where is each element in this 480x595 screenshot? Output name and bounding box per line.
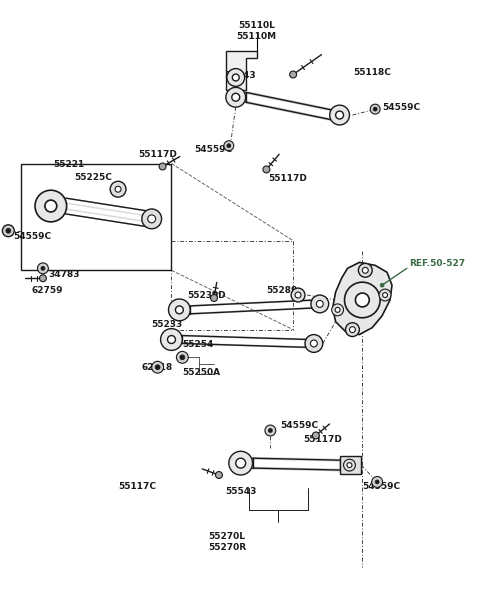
Circle shape: [359, 264, 372, 277]
Circle shape: [372, 477, 383, 487]
Text: 34783: 34783: [49, 270, 80, 279]
Circle shape: [263, 166, 270, 173]
Circle shape: [39, 275, 47, 281]
Circle shape: [216, 472, 222, 478]
Circle shape: [370, 104, 380, 114]
Text: 55221: 55221: [53, 159, 84, 168]
Circle shape: [236, 458, 246, 468]
Text: 55233: 55233: [152, 320, 183, 329]
Text: 55289: 55289: [266, 286, 298, 295]
Circle shape: [311, 340, 317, 347]
Circle shape: [232, 93, 240, 101]
Circle shape: [330, 105, 349, 125]
Circle shape: [159, 163, 166, 170]
Circle shape: [229, 451, 252, 475]
Circle shape: [224, 141, 234, 151]
Text: 55117D: 55117D: [138, 150, 177, 159]
Circle shape: [346, 322, 360, 337]
Circle shape: [115, 186, 121, 192]
Circle shape: [332, 304, 344, 316]
Circle shape: [180, 355, 185, 360]
Circle shape: [349, 327, 355, 333]
Circle shape: [35, 190, 67, 222]
Circle shape: [344, 459, 355, 471]
Circle shape: [6, 228, 11, 233]
Circle shape: [168, 336, 175, 343]
Text: 55250A: 55250A: [182, 368, 220, 377]
Text: 55230D: 55230D: [187, 290, 226, 299]
Text: 54443: 54443: [224, 71, 255, 80]
Circle shape: [148, 215, 156, 223]
Text: 55117D: 55117D: [303, 435, 342, 444]
Circle shape: [265, 425, 276, 436]
Circle shape: [336, 111, 344, 119]
Circle shape: [379, 289, 391, 301]
Circle shape: [335, 308, 340, 312]
Circle shape: [110, 181, 126, 197]
Circle shape: [380, 283, 384, 287]
Circle shape: [383, 293, 387, 298]
Polygon shape: [226, 51, 256, 90]
Circle shape: [316, 300, 323, 308]
Text: 55254: 55254: [182, 340, 214, 349]
Circle shape: [291, 288, 305, 302]
Text: REF.50-527: REF.50-527: [409, 259, 465, 268]
Circle shape: [45, 200, 57, 212]
Circle shape: [227, 68, 245, 86]
Circle shape: [268, 428, 272, 433]
Text: 55117D: 55117D: [268, 174, 307, 183]
Text: 55225C: 55225C: [74, 173, 112, 182]
Text: 62759: 62759: [31, 286, 62, 295]
Circle shape: [289, 71, 297, 78]
Circle shape: [2, 225, 14, 237]
Circle shape: [295, 292, 301, 298]
Circle shape: [226, 87, 246, 107]
Polygon shape: [333, 262, 392, 334]
Text: 55110L
55110M: 55110L 55110M: [237, 21, 276, 40]
Text: 55543: 55543: [225, 487, 256, 496]
Circle shape: [373, 107, 377, 111]
Text: 54559C: 54559C: [13, 232, 51, 241]
Circle shape: [211, 295, 217, 302]
Bar: [21, 164, 171, 270]
Circle shape: [177, 352, 188, 364]
Text: 55117C: 55117C: [118, 483, 156, 491]
Circle shape: [305, 334, 323, 352]
Circle shape: [347, 463, 352, 468]
Text: 62618: 62618: [142, 363, 173, 372]
Circle shape: [311, 295, 329, 313]
Circle shape: [375, 480, 379, 484]
Circle shape: [312, 432, 319, 439]
Circle shape: [142, 209, 162, 228]
Circle shape: [355, 293, 369, 307]
Text: 54559C: 54559C: [362, 483, 400, 491]
Circle shape: [152, 361, 164, 373]
Bar: [339, 456, 361, 474]
Circle shape: [362, 267, 368, 273]
Circle shape: [41, 267, 45, 270]
Text: 55118C: 55118C: [353, 68, 391, 77]
Circle shape: [232, 74, 239, 81]
Text: 55270L
55270R: 55270L 55270R: [208, 533, 246, 552]
Text: 54559C: 54559C: [194, 145, 232, 154]
Circle shape: [175, 306, 183, 314]
Circle shape: [345, 282, 380, 318]
Circle shape: [37, 263, 48, 274]
Circle shape: [161, 328, 182, 350]
Circle shape: [227, 144, 231, 148]
Text: 54559C: 54559C: [280, 421, 318, 430]
Circle shape: [155, 365, 160, 369]
Circle shape: [168, 299, 190, 321]
Text: 54559C: 54559C: [382, 103, 420, 112]
